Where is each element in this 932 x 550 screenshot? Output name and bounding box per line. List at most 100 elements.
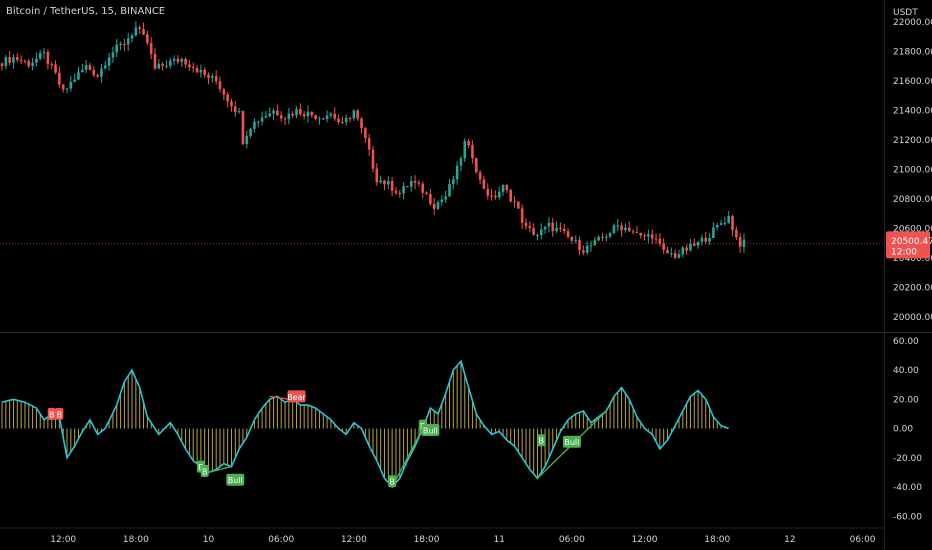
candle-body <box>620 225 623 231</box>
candle <box>612 223 616 235</box>
bear-label: B <box>55 407 64 420</box>
candle <box>264 110 268 119</box>
candle <box>256 120 260 128</box>
candle-body <box>566 231 570 237</box>
candle-body <box>436 202 440 209</box>
label-box <box>287 390 306 403</box>
candle-body <box>647 234 650 237</box>
candle-body <box>348 117 352 119</box>
candle-body <box>367 138 371 150</box>
candle-body <box>497 191 501 198</box>
candle <box>260 111 264 126</box>
candle-body <box>585 245 589 253</box>
candle-body <box>494 195 497 198</box>
candle-body <box>589 245 593 247</box>
candle <box>658 233 662 247</box>
price-tick-label: 20000.00 <box>893 313 932 323</box>
candle <box>287 107 291 125</box>
candle <box>211 73 214 83</box>
candle-body <box>513 201 516 203</box>
candle-body <box>608 233 612 237</box>
candle-body <box>742 239 746 247</box>
candle <box>149 37 153 60</box>
candle-body <box>234 106 237 113</box>
candle <box>191 62 195 73</box>
pane-divider[interactable] <box>0 332 932 333</box>
candle-body <box>635 232 639 234</box>
time-tick-label: 06:00 <box>850 535 876 545</box>
candle-body <box>562 228 566 232</box>
candle <box>494 190 497 200</box>
candle <box>497 186 501 200</box>
candle <box>547 217 551 233</box>
candle <box>176 55 180 65</box>
bull-label: Bull <box>226 473 245 486</box>
price-pane <box>0 21 884 260</box>
candle-body <box>593 240 597 246</box>
oscillator-tick-label: -60.00 <box>893 512 922 522</box>
candle-body <box>478 172 482 180</box>
candle-body <box>146 34 149 44</box>
candle-body <box>168 60 172 66</box>
candle-body <box>15 57 19 61</box>
candle-body <box>218 81 222 90</box>
price-tick-label: 20800.00 <box>893 195 932 205</box>
candle-body <box>211 76 214 78</box>
candle <box>222 87 226 101</box>
label-text: Bear <box>287 393 306 402</box>
candle <box>214 70 218 85</box>
candle <box>727 210 731 224</box>
candle <box>685 244 688 255</box>
candle-body <box>386 180 390 185</box>
candle-body <box>42 51 46 53</box>
candle-body <box>685 247 688 251</box>
candle <box>555 221 558 234</box>
candle-body <box>283 118 287 120</box>
candle-body <box>738 237 742 247</box>
candle-body <box>532 228 535 236</box>
candle <box>352 108 356 121</box>
oscillator-pane: BBBearBBBullBBBullBBull <box>1 359 729 489</box>
candle <box>517 201 520 209</box>
candle <box>673 249 677 260</box>
candle <box>513 196 516 208</box>
candle <box>735 226 738 240</box>
candle <box>341 116 344 125</box>
candle-body <box>126 38 130 45</box>
candle <box>126 32 130 52</box>
label-box <box>55 407 64 420</box>
candle-body <box>402 186 405 194</box>
candle-body <box>681 247 685 255</box>
candle-body <box>555 227 558 232</box>
candle-body <box>501 184 505 192</box>
candle-body <box>302 114 306 117</box>
candle-body <box>723 222 727 224</box>
candle-body <box>631 231 635 233</box>
candle-body <box>310 111 314 116</box>
candle <box>455 161 459 185</box>
candle <box>390 177 394 197</box>
candle-body <box>287 113 291 120</box>
candle <box>712 222 715 239</box>
candle <box>172 55 176 66</box>
candle-body <box>536 235 539 237</box>
candle <box>677 249 681 259</box>
candle-body <box>256 121 260 123</box>
candle-body <box>153 53 157 69</box>
candle <box>35 52 38 67</box>
candle <box>161 61 164 71</box>
candle-body <box>276 110 279 116</box>
oscillator-tick-label: -40.00 <box>893 483 922 493</box>
candle-body <box>134 27 138 36</box>
candle <box>142 22 145 35</box>
candle <box>77 66 80 80</box>
candle <box>8 51 11 66</box>
time-tick-label: 12:00 <box>341 535 367 545</box>
candle <box>111 46 115 63</box>
candle <box>88 62 92 71</box>
candle-body <box>337 118 340 122</box>
candle-body <box>207 74 210 78</box>
candle <box>474 157 478 174</box>
candle-body <box>432 203 436 209</box>
